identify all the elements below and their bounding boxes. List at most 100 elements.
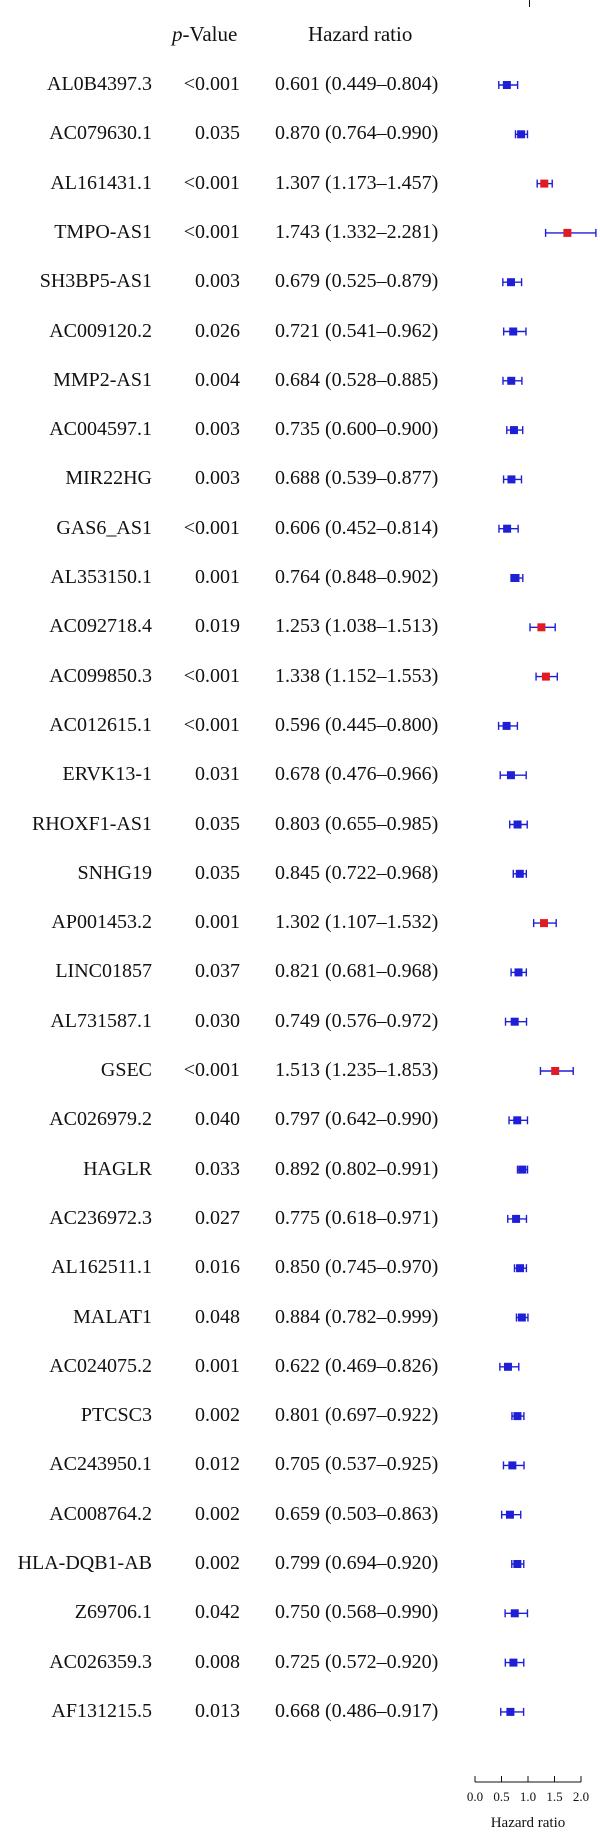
pvalue-label: <0.001: [183, 172, 240, 194]
hazard-ratio-label: 0.750 (0.568–0.990): [275, 1601, 439, 1623]
x-tick-label: 2.0: [573, 1789, 589, 1804]
hazard-ratio-label: 0.775 (0.618–0.971): [275, 1207, 439, 1229]
hazard-ratio-label: 0.622 (0.469–0.826): [275, 1355, 439, 1377]
pvalue-label: 0.026: [195, 320, 240, 342]
pvalue-label: 0.001: [195, 911, 240, 933]
gene-label: TMPO-AS1: [54, 221, 152, 243]
x-axis-title: Hazard ratio: [491, 1815, 566, 1831]
point-estimate: [540, 919, 549, 928]
hazard-ratio-label: 0.606 (0.452–0.814): [275, 517, 439, 539]
hazard-ratio-label: 0.749 (0.576–0.972): [275, 1010, 439, 1032]
gene-label: AC236972.3: [49, 1207, 152, 1229]
point-estimate: [514, 968, 523, 977]
pvalue-label: 0.030: [195, 1010, 240, 1032]
gene-label: HLA-DQB1-AB: [17, 1552, 152, 1574]
point-estimate: [513, 1116, 522, 1125]
pvalue-label: 0.019: [195, 615, 240, 637]
point-estimate: [510, 1609, 519, 1618]
hazard-ratio-label: 1.513 (1.235–1.853): [275, 1059, 439, 1081]
point-estimate: [551, 1067, 560, 1075]
pvalue-label: 0.035: [195, 122, 240, 144]
point-estimate: [513, 820, 522, 829]
hazard-ratio-label: 0.725 (0.572–0.920): [275, 1651, 439, 1673]
point-estimate: [563, 228, 572, 237]
gene-label: AC008764.2: [49, 1503, 152, 1525]
point-estimate: [503, 1362, 512, 1371]
pvalue-label: 0.003: [195, 270, 240, 292]
pvalue-label: 0.033: [195, 1158, 240, 1180]
pvalue-label: 0.040: [195, 1108, 240, 1130]
gene-label: AC009120.2: [49, 320, 152, 342]
hazard-ratio-label: 1.302 (1.107–1.532): [275, 911, 439, 933]
hazard-ratio-label: 1.338 (1.152–1.553): [275, 665, 439, 687]
gene-label: SH3BP5-AS1: [39, 270, 152, 292]
gene-label: AL731587.1: [50, 1010, 152, 1032]
pvalue-label: 0.013: [195, 1700, 240, 1722]
gene-label: AC024075.2: [49, 1355, 152, 1377]
hazard-ratio-label: 0.721 (0.541–0.962): [275, 320, 439, 342]
hazard-ratio-column-header: Hazard ratio: [308, 22, 413, 46]
point-estimate: [516, 1264, 525, 1273]
gene-label: PTCSC3: [80, 1404, 152, 1426]
hazard-ratio-label: 0.801 (0.697–0.922): [275, 1404, 439, 1426]
pvalue-label: 0.012: [195, 1453, 240, 1475]
hazard-ratio-label: 0.884 (0.782–0.999): [275, 1306, 439, 1328]
point-estimate: [512, 1214, 521, 1223]
point-estimate: [510, 1017, 519, 1026]
hazard-ratio-label: 0.659 (0.503–0.863): [275, 1503, 439, 1525]
point-estimate: [509, 327, 518, 336]
hazard-ratio-label: 1.253 (1.038–1.513): [275, 615, 439, 637]
pvalue-label: 0.008: [195, 1651, 240, 1673]
pvalue-label: <0.001: [183, 73, 240, 95]
gene-label: AC079630.1: [49, 122, 152, 144]
hazard-ratio-label: 0.850 (0.745–0.970): [275, 1256, 439, 1278]
point-estimate: [508, 1461, 517, 1470]
point-estimate: [509, 1658, 518, 1667]
gene-label: MALAT1: [73, 1306, 152, 1328]
pvalue-label: 0.031: [195, 763, 240, 785]
gene-label: AC026359.3: [49, 1651, 152, 1673]
hazard-ratio-label: 0.735 (0.600–0.900): [275, 418, 439, 440]
point-estimate: [511, 574, 520, 582]
hazard-ratio-label: 0.705 (0.537–0.925): [275, 1453, 439, 1475]
hazard-ratio-label: 1.307 (1.173–1.457): [275, 172, 439, 194]
hazard-ratio-label: 0.845 (0.722–0.968): [275, 862, 439, 884]
point-estimate: [541, 672, 550, 681]
hazard-ratio-label: 0.870 (0.764–0.990): [275, 122, 439, 144]
point-estimate: [507, 475, 516, 484]
gene-label: Z69706.1: [74, 1601, 152, 1623]
pvalue-label: 0.048: [195, 1306, 240, 1328]
gene-label: AL162511.1: [51, 1256, 152, 1278]
pvalue-header-suffix: -Value: [182, 22, 238, 46]
gene-label: LINC01857: [55, 960, 152, 982]
point-estimate: [513, 1412, 522, 1421]
pvalue-label: 0.027: [195, 1207, 240, 1229]
point-estimate: [506, 1707, 515, 1716]
hazard-ratio-label: 0.678 (0.476–0.966): [275, 763, 439, 785]
gene-label: AC099850.3: [49, 665, 152, 687]
pvalue-label: 0.042: [195, 1601, 240, 1623]
pvalue-label: 0.002: [195, 1503, 240, 1525]
pvalue-label: 0.003: [195, 467, 240, 489]
pvalue-label: 0.001: [195, 566, 240, 588]
pvalue-label: 0.001: [195, 1355, 240, 1377]
x-tick-label: 0.0: [467, 1789, 483, 1804]
hazard-ratio-label: 0.684 (0.528–0.885): [275, 369, 439, 391]
hazard-ratio-label: 0.679 (0.525–0.879): [275, 270, 439, 292]
point-estimate: [506, 771, 515, 780]
gene-label: AL0B4397.3: [47, 73, 152, 95]
pvalue-label: 0.035: [195, 813, 240, 835]
point-estimate: [506, 278, 515, 287]
hazard-ratio-label: 0.797 (0.642–0.990): [275, 1108, 439, 1130]
hazard-ratio-label: 0.892 (0.802–0.991): [275, 1158, 439, 1180]
hazard-ratio-label: 0.601 (0.449–0.804): [275, 73, 439, 95]
hazard-ratio-label: 0.803 (0.655–0.985): [275, 813, 439, 835]
pvalue-label: <0.001: [183, 1059, 240, 1081]
gene-label: AL353150.1: [50, 566, 152, 588]
hazard-ratio-label: 0.688 (0.539–0.877): [275, 467, 439, 489]
gene-label: RHOXF1-AS1: [31, 813, 152, 835]
hazard-ratio-label: 0.821 (0.681–0.968): [275, 960, 439, 982]
pvalue-label: 0.037: [195, 960, 240, 982]
top-axis-tick: [529, 0, 530, 7]
